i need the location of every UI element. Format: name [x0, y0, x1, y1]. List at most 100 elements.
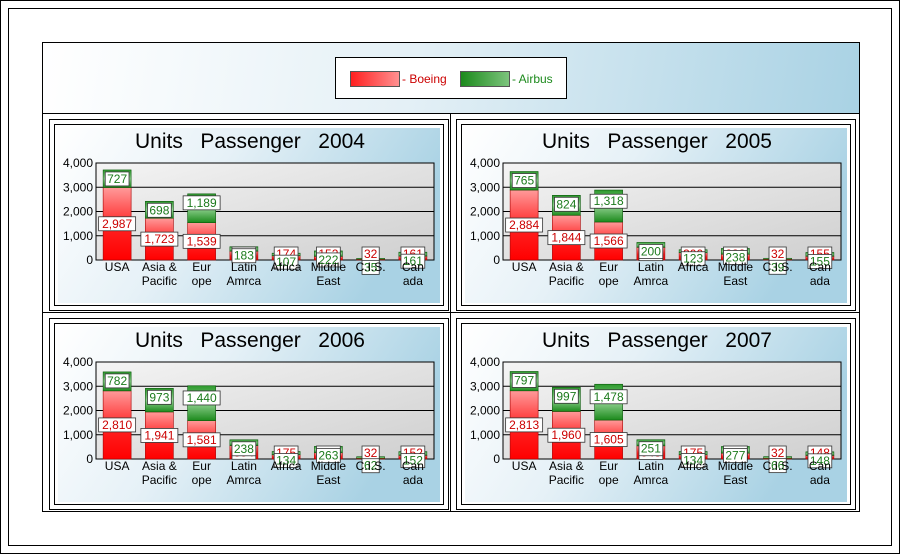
- legend: - Boeing - Airbus: [335, 57, 567, 99]
- data-label-boeing: 1,605: [594, 433, 624, 447]
- chart-title: Units Passenger 2005: [542, 130, 772, 153]
- x-tick-label: ope: [599, 473, 619, 487]
- x-tick-label: Can: [402, 260, 424, 274]
- data-label-airbus: 134: [276, 454, 296, 468]
- x-tick-label: Pacific: [549, 473, 584, 487]
- data-label-box-boeing: [547, 230, 586, 246]
- x-tick-label: Middle: [718, 260, 754, 274]
- data-label-box-boeing: [589, 233, 628, 249]
- x-tick-label: Amrca: [634, 274, 669, 288]
- data-label-airbus: 66: [771, 459, 785, 473]
- y-tick-label: 1,000: [470, 428, 500, 442]
- chart-dashboard: - Boeing - Airbus Units Passenger 2004 0 1…: [42, 42, 860, 512]
- data-label-airbus: 222: [318, 253, 338, 267]
- chart-panel-2004: Units Passenger 2004 0 1,000 2,000 3,000 4,00…: [49, 119, 449, 311]
- data-label-airbus: 1,318: [594, 194, 624, 208]
- data-label-box-boeing: [98, 417, 137, 433]
- data-label-boeing: 32: [364, 446, 378, 460]
- y-tick-label: 3,000: [63, 379, 93, 393]
- data-label-airbus: 1,189: [187, 196, 217, 210]
- data-label-box-boeing: [140, 231, 179, 247]
- x-tick-label: Pacific: [142, 473, 177, 487]
- data-label-boeing: 1,581: [187, 433, 217, 447]
- chart-title: Units Passenger 2004: [135, 130, 365, 153]
- x-tick-label: ada: [810, 473, 830, 487]
- y-tick-label: 0: [493, 253, 500, 267]
- data-label-box-airbus: [361, 458, 380, 474]
- data-label-box-airbus: [400, 453, 426, 469]
- chart-panel-2005: Units Passenger 2005 0 1,000 2,000 3,000 4,00…: [456, 119, 856, 311]
- x-tick-label: East: [723, 473, 748, 487]
- y-tick-label: 4,000: [470, 156, 500, 170]
- y-tick-label: 2,000: [470, 404, 500, 418]
- x-tick-label: USA: [105, 459, 130, 473]
- data-label-airbus: 155: [810, 254, 830, 268]
- data-label-box-airbus: [768, 458, 787, 474]
- chart-title: Units Passenger 2006: [135, 329, 365, 352]
- x-tick-label: C.I.S.: [763, 459, 793, 473]
- x-tick-label: East: [723, 274, 748, 288]
- x-tick-label: ope: [192, 473, 212, 487]
- data-label-airbus: 727: [107, 172, 127, 186]
- y-tick-label: 2,000: [63, 205, 93, 219]
- x-tick-label: Middle: [718, 459, 754, 473]
- y-tick-label: 4,000: [63, 355, 93, 369]
- data-label-box-airbus: [723, 448, 748, 463]
- y-tick-label: 3,000: [470, 379, 500, 393]
- data-label-box-boeing: [98, 216, 137, 232]
- x-tick-label: ope: [192, 274, 212, 288]
- x-tick-label: Middle: [311, 459, 347, 473]
- data-label-airbus: 107: [276, 255, 296, 269]
- data-label-box-boeing: [182, 432, 221, 448]
- data-label-box-airbus: [589, 193, 628, 209]
- data-label-box-airbus: [361, 259, 380, 275]
- data-label-box-airbus: [400, 253, 426, 269]
- data-label-airbus: 973: [149, 390, 169, 404]
- data-label-box-airbus: [182, 195, 221, 211]
- data-label-box-airbus: [147, 389, 172, 405]
- x-tick-label: Asia &: [142, 260, 177, 274]
- data-label-airbus: 765: [514, 174, 534, 188]
- x-tick-label: Amrca: [227, 473, 262, 487]
- data-label-box-airbus: [182, 390, 221, 406]
- data-label-boeing: 1,539: [187, 234, 217, 248]
- data-label-box-airbus: [316, 447, 341, 463]
- legend-item-airbus: - Airbus: [460, 71, 553, 87]
- data-label-box-airbus: [231, 441, 257, 457]
- x-tick-label: USA: [105, 260, 130, 274]
- data-label-box-airbus: [807, 453, 833, 469]
- x-tick-label: Asia &: [549, 260, 584, 274]
- data-label-airbus: 183: [234, 249, 254, 263]
- x-tick-label: ope: [599, 274, 619, 288]
- data-label-box-airbus: [638, 441, 664, 457]
- data-label-airbus: 238: [725, 250, 745, 264]
- x-tick-label: Can: [809, 260, 831, 274]
- x-tick-label: USA: [512, 459, 537, 473]
- data-label-box-airbus: [104, 373, 130, 389]
- data-label-airbus: 39: [771, 260, 785, 274]
- x-tick-label: Africa: [678, 459, 709, 473]
- data-label-box-airbus: [723, 250, 748, 265]
- data-label-airbus: 277: [725, 448, 745, 462]
- data-label-boeing: 2,884: [509, 218, 539, 232]
- chart-2005: Units Passenger 2005 0 1,000 2,000 3,000 4,00…: [461, 124, 851, 306]
- legend-label-boeing: - Boeing: [402, 72, 447, 86]
- data-label-box-airbus: [638, 244, 664, 259]
- data-label-boeing: 1,723: [144, 232, 174, 246]
- inner-frame: [8, 8, 892, 546]
- data-label-box-airbus: [511, 373, 537, 388]
- x-tick-label: C.I.S.: [356, 459, 386, 473]
- data-label-box-airbus: [104, 171, 130, 187]
- data-label-box-boeing: [547, 427, 586, 443]
- x-tick-label: Amrca: [634, 473, 669, 487]
- x-tick-label: Africa: [271, 260, 302, 274]
- y-tick-label: 1,000: [63, 229, 93, 243]
- chart-2007: Units Passenger 2007 0 1,000 2,000 3,000 4,00…: [461, 323, 851, 505]
- data-label-box-airbus: [680, 251, 706, 267]
- x-tick-label: Latin: [231, 459, 257, 473]
- data-label-box-airbus: [273, 254, 299, 270]
- data-label-airbus: 152: [403, 454, 423, 468]
- legend-label-airbus: - Airbus: [512, 72, 553, 86]
- x-tick-label: Amrca: [227, 274, 262, 288]
- x-tick-label: C.I.S.: [763, 260, 793, 274]
